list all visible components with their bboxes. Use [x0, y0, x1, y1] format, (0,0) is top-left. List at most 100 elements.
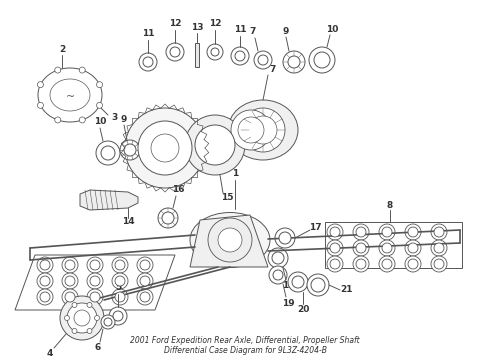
Circle shape: [140, 292, 150, 302]
Polygon shape: [80, 190, 138, 210]
Circle shape: [115, 276, 125, 286]
Circle shape: [140, 260, 150, 270]
Text: 6: 6: [95, 343, 101, 352]
Circle shape: [120, 140, 140, 160]
Circle shape: [235, 51, 245, 61]
Text: 12: 12: [209, 19, 221, 28]
Circle shape: [112, 273, 128, 289]
Circle shape: [211, 48, 219, 56]
Circle shape: [288, 272, 308, 292]
Circle shape: [356, 259, 366, 269]
Text: 14: 14: [122, 217, 134, 226]
Circle shape: [143, 57, 153, 67]
Circle shape: [37, 273, 53, 289]
Circle shape: [195, 125, 235, 165]
Circle shape: [208, 218, 252, 262]
Text: 7: 7: [270, 66, 276, 75]
Circle shape: [254, 51, 272, 69]
Text: 15: 15: [221, 194, 233, 202]
Text: 10: 10: [94, 117, 106, 126]
Text: 8: 8: [387, 201, 393, 210]
Circle shape: [115, 292, 125, 302]
Circle shape: [95, 315, 99, 320]
Circle shape: [170, 47, 180, 57]
Circle shape: [382, 227, 392, 237]
Circle shape: [55, 117, 61, 123]
Ellipse shape: [190, 212, 270, 267]
Circle shape: [273, 270, 283, 280]
Circle shape: [112, 289, 128, 305]
Text: 9: 9: [121, 114, 127, 123]
Text: 11: 11: [234, 26, 246, 35]
Circle shape: [353, 240, 369, 256]
Circle shape: [79, 67, 85, 73]
Circle shape: [185, 115, 245, 175]
Circle shape: [138, 121, 192, 175]
Circle shape: [87, 273, 103, 289]
Circle shape: [431, 256, 447, 272]
Ellipse shape: [228, 100, 298, 160]
Circle shape: [353, 224, 369, 240]
Circle shape: [309, 47, 335, 73]
Circle shape: [79, 117, 85, 123]
Polygon shape: [325, 222, 462, 268]
Circle shape: [65, 276, 75, 286]
Circle shape: [231, 47, 249, 65]
Circle shape: [356, 227, 366, 237]
Text: 7: 7: [250, 27, 256, 36]
Circle shape: [434, 227, 444, 237]
Circle shape: [379, 224, 395, 240]
Circle shape: [87, 302, 92, 307]
Circle shape: [241, 108, 285, 152]
Circle shape: [124, 144, 136, 156]
Circle shape: [238, 117, 264, 143]
Circle shape: [405, 240, 421, 256]
Text: 8: 8: [87, 324, 93, 333]
Circle shape: [166, 43, 184, 61]
Circle shape: [115, 260, 125, 270]
Text: ~: ~: [65, 92, 74, 102]
Polygon shape: [38, 68, 102, 122]
Circle shape: [288, 56, 300, 68]
Circle shape: [327, 256, 343, 272]
Circle shape: [74, 310, 90, 326]
Circle shape: [158, 208, 178, 228]
Text: 16: 16: [172, 185, 184, 194]
Circle shape: [90, 292, 100, 302]
Circle shape: [65, 292, 75, 302]
Circle shape: [408, 227, 418, 237]
Circle shape: [382, 259, 392, 269]
Circle shape: [97, 82, 102, 88]
Circle shape: [101, 315, 115, 329]
Text: 2: 2: [59, 45, 65, 54]
Circle shape: [269, 266, 287, 284]
Circle shape: [62, 289, 78, 305]
Circle shape: [292, 276, 304, 288]
Circle shape: [405, 224, 421, 240]
Text: 17: 17: [309, 224, 321, 233]
Circle shape: [109, 307, 127, 325]
Circle shape: [327, 240, 343, 256]
Circle shape: [434, 243, 444, 253]
Circle shape: [379, 256, 395, 272]
Text: 13: 13: [191, 22, 203, 31]
Circle shape: [431, 240, 447, 256]
Circle shape: [137, 289, 153, 305]
Circle shape: [60, 296, 104, 340]
Circle shape: [137, 273, 153, 289]
Circle shape: [408, 259, 418, 269]
Circle shape: [258, 55, 268, 65]
Polygon shape: [190, 215, 268, 267]
Circle shape: [62, 273, 78, 289]
Circle shape: [96, 141, 120, 165]
Circle shape: [67, 303, 97, 333]
Text: 18: 18: [282, 282, 294, 291]
Circle shape: [268, 248, 288, 268]
Text: 20: 20: [297, 306, 309, 315]
Circle shape: [101, 146, 115, 160]
Circle shape: [353, 256, 369, 272]
Circle shape: [62, 257, 78, 273]
Text: 21: 21: [340, 285, 352, 294]
Circle shape: [87, 257, 103, 273]
Text: 10: 10: [326, 24, 338, 33]
